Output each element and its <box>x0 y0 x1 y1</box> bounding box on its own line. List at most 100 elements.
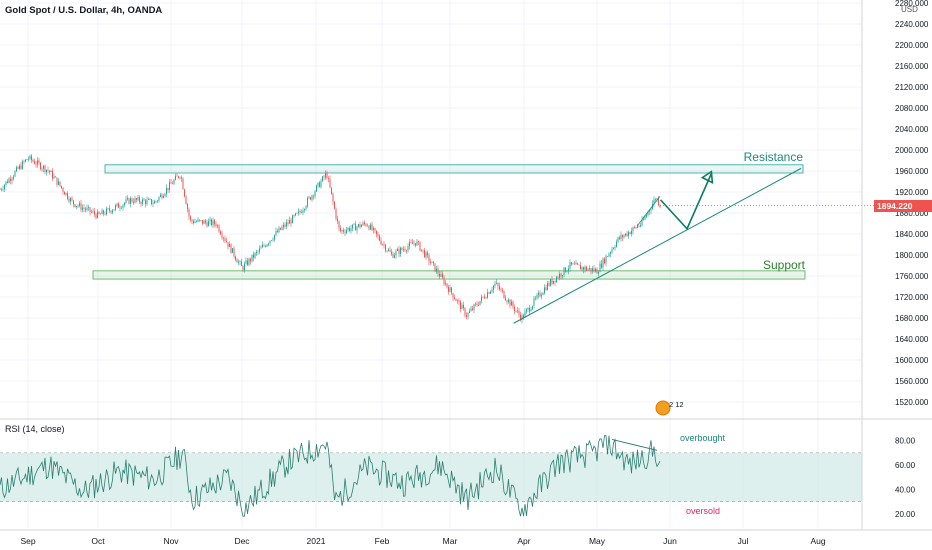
candle-body <box>187 204 188 210</box>
candle-body <box>586 266 587 271</box>
candle-body <box>155 201 157 202</box>
candle-body <box>328 178 329 179</box>
candle-body <box>425 252 427 258</box>
candle-body <box>569 262 571 269</box>
candle-body <box>620 235 622 239</box>
candle-body <box>604 258 605 264</box>
candle-body <box>551 279 553 284</box>
candle-body <box>410 242 412 243</box>
candle-body <box>353 223 355 225</box>
candle-body <box>623 235 625 238</box>
candle-body <box>358 224 359 227</box>
price-tick-label: 1600.000 <box>895 356 929 365</box>
candle-body <box>106 208 107 215</box>
candle-body <box>157 200 158 202</box>
candle-body <box>125 199 127 204</box>
candle-body <box>473 304 475 310</box>
candle-body <box>440 273 442 277</box>
event-icon <box>655 400 671 416</box>
candle-body <box>409 242 410 247</box>
candle-body <box>109 208 110 211</box>
time-tick-label: May <box>589 536 606 546</box>
candle-body <box>377 234 379 237</box>
candle-body <box>499 286 500 290</box>
candle-body <box>497 282 499 287</box>
candle-body <box>38 160 40 163</box>
candle-body <box>314 191 316 197</box>
time-tick-label: Nov <box>163 536 179 546</box>
candle-body <box>289 220 290 224</box>
candle-body <box>58 181 59 185</box>
candle-body <box>506 300 508 302</box>
event-badge[interactable]: 2 12 <box>655 400 684 416</box>
candle-body <box>491 289 493 292</box>
candle-body <box>416 241 418 246</box>
candle-body <box>445 283 446 285</box>
candle-body <box>317 182 319 186</box>
price-tick-label: 2040.000 <box>895 125 929 134</box>
candle-body <box>253 254 254 258</box>
candle-body <box>16 167 17 172</box>
candle-body <box>308 197 310 199</box>
candle-body <box>190 216 191 220</box>
candle-body <box>169 182 170 190</box>
candle-body <box>359 224 361 228</box>
rsi-line <box>0 435 661 517</box>
candle-body <box>518 310 520 315</box>
candle-body <box>130 198 131 204</box>
candle-body <box>562 275 563 277</box>
candle-body <box>1 189 2 191</box>
candle-body <box>463 304 464 308</box>
candle-body <box>197 219 199 222</box>
candle-body <box>635 227 637 228</box>
candle-body <box>326 173 328 179</box>
candle-body <box>5 181 7 185</box>
candle-body <box>427 252 428 256</box>
time-tick-label: Apr <box>517 536 530 546</box>
candle-body <box>634 227 635 228</box>
candle-body <box>325 173 326 178</box>
candle-body <box>275 230 277 235</box>
candle-body <box>262 245 263 248</box>
candle-body <box>422 249 424 251</box>
candle-body <box>173 179 175 184</box>
candle-body <box>302 210 304 213</box>
candle-body <box>7 181 8 183</box>
zones <box>92 164 806 280</box>
candle-body <box>349 228 350 231</box>
candle-body <box>539 292 541 297</box>
candle-body <box>199 219 200 221</box>
candle-body <box>226 240 227 243</box>
time-tick-label: Jul <box>738 536 749 546</box>
time-tick-label: 2021 <box>307 536 326 546</box>
candle-body <box>145 200 146 205</box>
candle-body <box>143 199 145 201</box>
candle-body <box>638 226 640 227</box>
price-tick-label: 1880.000 <box>895 209 929 218</box>
candle-body <box>25 159 26 162</box>
candle-body <box>458 300 460 302</box>
candle-body <box>610 252 611 254</box>
candle-body <box>256 251 257 253</box>
candle-body <box>344 231 346 233</box>
candle-body <box>646 215 647 217</box>
candle-body <box>202 220 203 224</box>
candle-body <box>332 193 334 202</box>
candle-body <box>592 268 593 272</box>
candle-body <box>259 248 260 252</box>
candle-body <box>622 235 623 238</box>
candle-body <box>574 263 575 265</box>
candle-body <box>194 221 196 224</box>
candle-body <box>520 314 521 321</box>
price-tick-label: 1520.000 <box>895 398 929 407</box>
candle-body <box>658 198 659 205</box>
candle-body <box>334 201 335 209</box>
candle-body <box>548 283 550 286</box>
price-tick-label: 1800.000 <box>895 251 929 260</box>
candle-body <box>403 249 404 250</box>
candle-body <box>175 175 176 180</box>
candle-body <box>244 263 245 270</box>
candle-body <box>523 315 524 318</box>
candle-body <box>644 216 646 220</box>
